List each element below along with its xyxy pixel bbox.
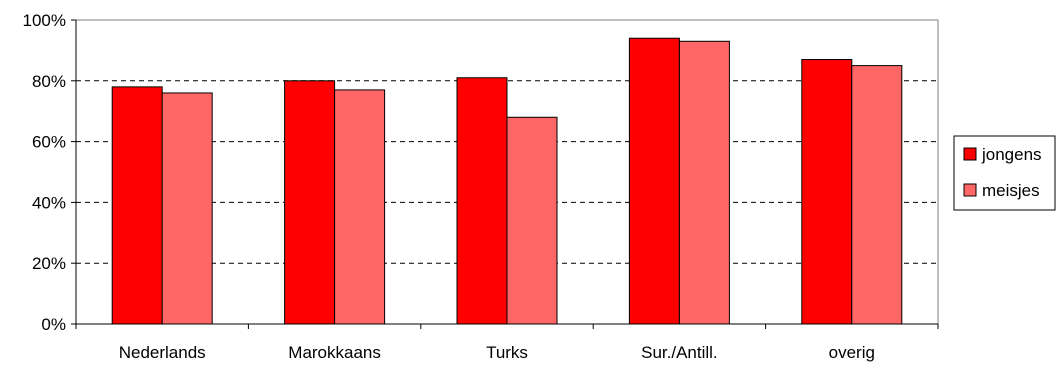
bar-jongens-1: [284, 80, 336, 325]
legend-label-meisjes: meisjes: [982, 181, 1040, 200]
bar-jongens-0: [111, 86, 163, 325]
x-tick-label-1: Marokkaans: [288, 343, 381, 362]
legend-label-jongens: jongens: [981, 145, 1042, 164]
y-tick-label-60: 60%: [32, 133, 66, 152]
y-tick-label-0: 0%: [41, 315, 66, 334]
x-tick-label-4: overig: [829, 343, 875, 362]
bar-jongens-2: [456, 77, 508, 325]
legend-box: [953, 135, 1056, 211]
bar-jongens-3: [628, 37, 680, 325]
bar-meisjes-1: [334, 89, 386, 325]
bar-meisjes-4: [851, 65, 903, 325]
y-tick-label-100: 100%: [23, 11, 66, 30]
bars: [111, 37, 903, 325]
legend: jongens meisjes: [953, 135, 1056, 211]
x-tick-label-0: Nederlands: [119, 343, 206, 362]
x-tick-label-2: Turks: [486, 343, 528, 362]
y-tick-label-80: 80%: [32, 72, 66, 91]
bar-meisjes-2: [506, 116, 558, 325]
y-tick-label-20: 20%: [32, 254, 66, 273]
axes: 0% 20% 40% 60% 80% 100% Nederlands Marokkaans Tu…: [23, 11, 939, 362]
bar-jongens-4: [801, 59, 853, 325]
bar-meisjes-0: [161, 92, 213, 325]
legend-swatch-jongens: [963, 147, 977, 161]
x-tick-label-3: Sur./Antill.: [641, 343, 718, 362]
legend-swatch-meisjes: [963, 183, 977, 197]
bar-meisjes-3: [678, 40, 730, 325]
y-tick-label-40: 40%: [32, 193, 66, 212]
